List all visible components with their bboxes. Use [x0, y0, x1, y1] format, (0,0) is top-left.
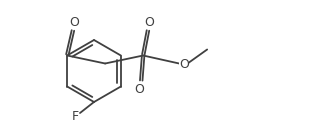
Text: O: O	[144, 16, 154, 29]
Text: F: F	[71, 111, 79, 124]
Text: O: O	[179, 58, 189, 71]
Text: O: O	[134, 83, 144, 96]
Text: O: O	[69, 16, 79, 29]
